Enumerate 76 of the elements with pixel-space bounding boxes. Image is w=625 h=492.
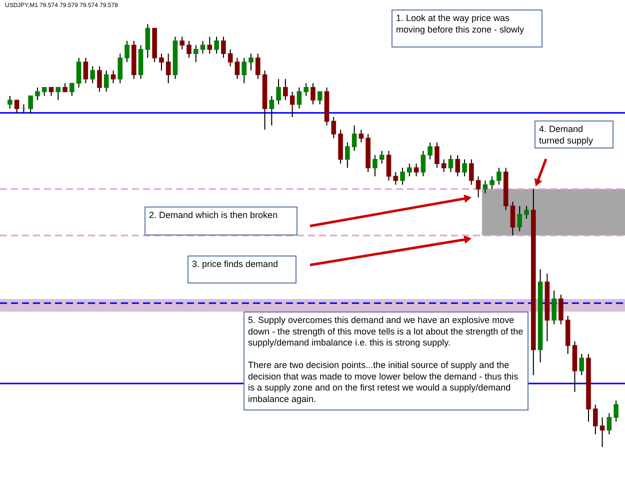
candlestick — [248, 53, 254, 72]
candlestick — [90, 66, 95, 84]
candlestick — [386, 150, 392, 182]
candlestick — [207, 36, 212, 54]
annotation: 5. Supply overcomes this demand and we have an explosive move down - the strength of this move tells is a lot about the strength of the supply/demand imbalance i.e. this is strong supply. — [248, 315, 524, 348]
candlestick — [552, 290, 556, 325]
candlestick — [70, 82, 74, 96]
candlestick — [593, 404, 598, 435]
candlestick — [56, 86, 61, 101]
candlestick — [255, 53, 260, 80]
candlestick — [83, 57, 88, 84]
candlestick — [600, 416, 605, 448]
candlestick — [434, 142, 440, 168]
candlestick — [28, 95, 33, 114]
annotation: 2. Demand which is then broken — [149, 210, 278, 220]
candlestick — [310, 82, 316, 105]
candlestick — [407, 163, 412, 177]
candlestick — [420, 150, 426, 177]
candlestick — [214, 36, 219, 54]
candlestick — [14, 100, 20, 114]
candlestick — [441, 158, 446, 173]
candlestick — [331, 116, 336, 139]
candlestick — [35, 86, 40, 101]
candlestick — [104, 70, 109, 92]
candlestick — [614, 400, 618, 422]
annotation: 3. price finds demand — [192, 259, 278, 269]
candlestick — [296, 86, 302, 110]
candlestick — [290, 91, 295, 118]
candlestick — [462, 158, 467, 177]
candlestick — [393, 172, 398, 186]
candlestick — [490, 176, 494, 190]
candlestick — [76, 57, 82, 88]
candlestick — [124, 40, 130, 63]
annotation: There are two decision points...the initial source of supply and the decision that was made to move lower below the demand - thus this is a supply zone and on the first retest we would a supply/demand imbalance again. — [248, 360, 519, 404]
candlestick — [496, 167, 502, 186]
candlestick — [200, 40, 206, 54]
candlestick — [276, 78, 281, 105]
candlestick — [193, 44, 198, 63]
candlestick — [379, 150, 384, 164]
candlestick — [317, 91, 322, 105]
candlestick — [8, 95, 12, 110]
candlestick — [579, 353, 584, 376]
candlestick — [97, 66, 102, 92]
candlestick — [372, 154, 378, 177]
candlestick — [558, 294, 564, 325]
candlestick — [145, 24, 150, 58]
candlestick — [166, 53, 171, 84]
candlestick — [524, 205, 529, 220]
candlestick — [482, 180, 488, 194]
annotation: 4. Demand turned supply — [539, 124, 594, 146]
candlestick — [110, 70, 116, 84]
candlestick — [510, 201, 516, 236]
candlestick — [159, 53, 164, 72]
candlestick — [180, 36, 185, 50]
annotation: 1. Look at the way price was moving before this zone - slowly — [396, 13, 525, 34]
candlestick — [242, 57, 247, 84]
candlestick — [517, 205, 522, 232]
candlestick — [345, 142, 350, 168]
candlestick — [352, 125, 357, 152]
candlestick — [234, 57, 240, 80]
candlestick — [606, 412, 612, 435]
candlestick — [448, 154, 454, 173]
candlestick — [469, 158, 474, 186]
candlestick — [358, 129, 364, 143]
candlestick — [186, 40, 192, 58]
candlestick — [455, 154, 460, 177]
candlestick — [118, 53, 123, 84]
candlestick — [221, 36, 226, 58]
candlestick — [428, 142, 432, 160]
candlestick — [269, 95, 274, 126]
candlestick — [476, 176, 481, 198]
candlestick — [283, 78, 288, 101]
candlestick — [304, 82, 309, 96]
candlestick — [400, 167, 405, 186]
candlestick — [228, 48, 233, 67]
candlestick — [414, 163, 419, 177]
